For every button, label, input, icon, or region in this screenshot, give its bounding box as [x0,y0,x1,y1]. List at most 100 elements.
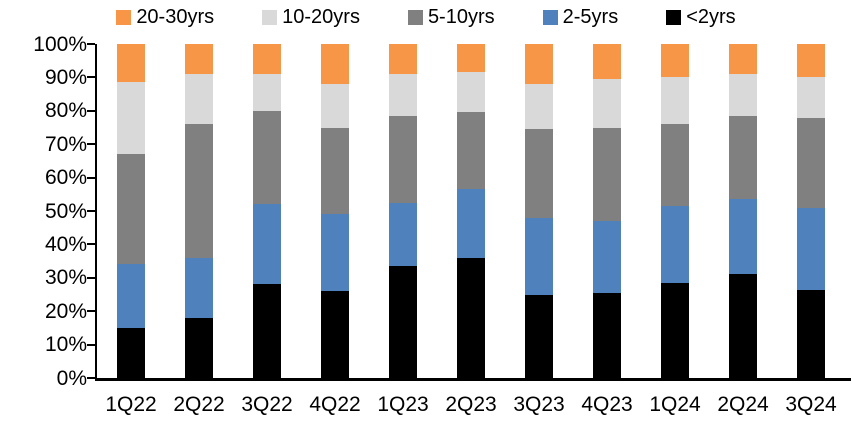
bar-segment-25yrs [593,221,621,293]
bar-segment-25yrs [661,206,689,283]
legend-item: 20-30yrs [116,6,214,28]
bar-segment-2030yrs [253,44,281,75]
y-axis-tick-label: 40% [44,232,87,256]
legend-item: <2yrs [666,6,736,28]
bar-segment-2030yrs [729,44,757,75]
y-axis-tick-label: 50% [44,199,87,223]
y-axis-tick [87,377,95,379]
bar-segment-25yrs [253,204,281,285]
bar-segment-510yrs [525,129,553,218]
chart-legend: 20-30yrs 10-20yrs 5-10yrs 2-5yrs <2yrs [0,6,852,28]
bar-segment-1020yrs [389,74,417,116]
bar-segment-510yrs [797,117,825,208]
bar-segment-2030yrs [321,44,349,85]
x-axis-line [95,378,851,381]
legend-label: 10-20yrs [282,6,360,28]
bar-segment-1020yrs [797,77,825,118]
bar-segment-2yrs [457,257,485,378]
x-axis-category-label: 3Q24 [785,393,837,416]
bar-1q23 [369,44,437,378]
legend-label: 20-30yrs [136,6,215,28]
y-axis-tick [87,43,95,45]
legend-item: 2-5yrs [542,6,619,28]
y-axis-tick [87,243,95,246]
bar-segment-2030yrs [457,44,485,73]
y-axis-tick [87,143,95,146]
bar-segment-25yrs [797,207,825,290]
bar-segment-1020yrs [321,84,349,128]
x-axis-category-label: 2Q24 [717,393,769,416]
bar-segment-1020yrs [525,84,553,130]
bar-segment-2030yrs [117,44,145,83]
x-axis-category-label: 3Q23 [513,393,565,416]
bar-3q22 [233,44,301,378]
legend-swatch-icon [407,9,423,25]
bar-segment-2yrs [117,327,145,378]
y-axis-tick-label: 30% [44,266,87,290]
bars-layer [97,44,845,378]
bar-segment-1020yrs [253,74,281,111]
legend-item: 5-10yrs [407,6,495,28]
x-axis-category-label: 4Q23 [581,393,633,416]
bar-segment-25yrs [525,217,553,295]
bar-segment-2yrs [253,284,281,378]
y-axis-tick [87,76,95,79]
bar-segment-25yrs [321,214,349,292]
bar-segment-2030yrs [593,44,621,80]
bar-segment-2030yrs [185,44,213,75]
legend-swatch-icon [262,9,278,25]
bar-segment-2yrs [389,266,417,378]
x-axis-category-label: 2Q23 [445,393,497,416]
bar-2q22 [165,44,233,378]
y-axis-tick [87,176,95,179]
y-axis-tick [87,276,95,279]
bar-segment-2yrs [593,292,621,378]
y-axis-tick-label: 0% [56,366,87,390]
bar-segment-2030yrs [797,44,825,78]
bar-segment-510yrs [253,110,281,205]
x-axis-category-label: 2Q22 [173,393,225,416]
bar-1q22 [97,44,165,378]
legend-label: 2-5yrs [562,6,619,28]
bar-segment-25yrs [389,202,417,267]
bar-2q23 [437,44,505,378]
x-axis-category-label: 1Q23 [377,393,429,416]
legend-swatch-icon [666,9,682,25]
bar-3q24 [777,44,845,378]
bar-segment-1020yrs [117,82,145,155]
x-axis-category-label: 3Q22 [241,393,293,416]
y-axis-tick-label: 10% [44,333,87,357]
legend-item: 10-20yrs [262,6,360,28]
bar-segment-1020yrs [661,77,689,125]
y-axis-tick [87,343,95,346]
bar-segment-510yrs [593,127,621,222]
bar-segment-2yrs [729,274,757,378]
bar-segment-2030yrs [525,44,553,85]
y-axis-tick-label: 60% [44,166,87,190]
y-axis-tick [87,109,95,112]
bar-segment-510yrs [661,124,689,206]
legend-swatch-icon [116,9,132,25]
legend-label: <2yrs [686,6,736,28]
bar-segment-2yrs [525,294,553,378]
bar-segment-25yrs [457,189,485,258]
bar-segment-510yrs [389,115,417,203]
x-axis-category-label: 1Q24 [649,393,701,416]
y-axis-tick [87,310,95,313]
bar-segment-2yrs [797,289,825,378]
y-axis-tick-label: 90% [44,65,87,89]
bar-segment-510yrs [457,112,485,190]
bar-2q24 [709,44,777,378]
bar-segment-1020yrs [593,79,621,128]
bar-segment-25yrs [185,257,213,318]
bar-segment-25yrs [729,199,757,275]
y-axis-tick-label: 100% [33,32,87,56]
legend-label: 5-10yrs [427,6,495,28]
bar-segment-2030yrs [389,44,417,75]
y-axis-line [95,44,97,378]
bar-segment-510yrs [185,124,213,258]
bar-segment-510yrs [117,154,145,265]
bar-4q23 [573,44,641,378]
bar-segment-2030yrs [661,44,689,78]
